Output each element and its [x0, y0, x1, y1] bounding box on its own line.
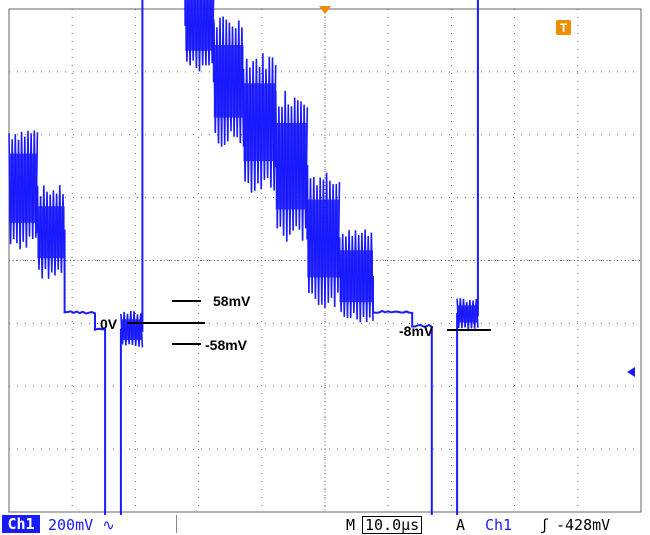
trigger-source[interactable]: Ch1	[485, 516, 513, 534]
minus8-label: -8mV	[399, 323, 434, 339]
volts-per-division[interactable]: 200mV ∿	[48, 516, 115, 534]
ch1-ripple-segment	[8, 130, 39, 250]
ch1-ripple-segment	[184, 0, 215, 72]
trigger-prefix: A	[456, 516, 466, 534]
minus58-label: -58mV	[205, 337, 248, 353]
trigger-position-icon	[319, 6, 331, 14]
trigger-level[interactable]: -428mV	[556, 516, 611, 534]
trigger-badge: T	[560, 21, 568, 35]
timebase-prefix: M	[346, 516, 356, 534]
ac-coupling-icon: ∿	[102, 516, 115, 534]
timebase-value[interactable]: 10.0µs	[362, 516, 423, 534]
status-divider	[176, 515, 177, 533]
ch1-trace	[8, 0, 479, 521]
graticule-grid	[9, 9, 641, 512]
trigger-level-icon	[627, 367, 635, 377]
volts-per-division-value: 200mV	[48, 516, 94, 534]
ch1-waveform	[8, 0, 479, 521]
trigger-badge-bg	[556, 20, 571, 35]
channel-badge[interactable]: Ch1	[2, 515, 40, 533]
ch1-ripple-band	[457, 305, 478, 323]
status-bar: Ch1 200mV ∿ M 10.0µs A Ch1 ʃ -428mV	[0, 515, 650, 535]
plus58-label: 58mV	[213, 293, 251, 309]
rising-edge-icon: ʃ	[540, 516, 550, 534]
zero-label: 0V	[100, 316, 118, 332]
